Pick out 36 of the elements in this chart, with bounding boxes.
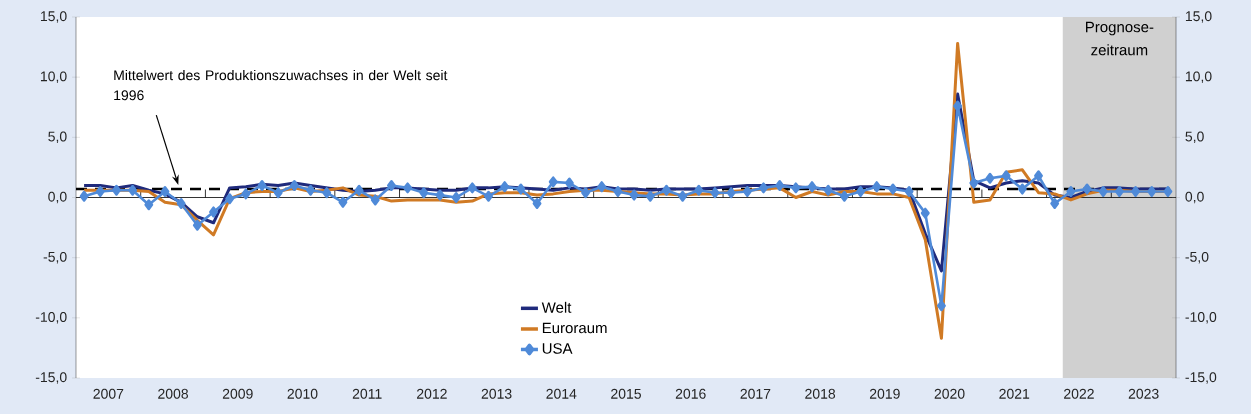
y2-tick-label: 15,0 — [1185, 11, 1212, 23]
x-tick-label: 2013 — [481, 388, 512, 399]
x-tick-label: 2023 — [1128, 388, 1159, 399]
y2-tick-label: -10,0 — [1185, 312, 1217, 324]
x-tick-label: 2010 — [287, 388, 318, 399]
y2-tick-label: 10,0 — [1185, 71, 1212, 83]
legend-label: Welt — [541, 301, 572, 313]
x-tick-label: 2018 — [805, 388, 836, 399]
x-tick-label: 2014 — [546, 388, 577, 399]
y2-tick-label: -5,0 — [1185, 251, 1209, 264]
x-tick-label: 2012 — [417, 388, 447, 399]
annotation: Mittelwert des Produktionszuwachses in der Welt seit 1996 — [114, 69, 448, 101]
y-tick-label: 15,0 — [40, 11, 67, 23]
x-tick-label: 2011 — [352, 388, 382, 399]
y-tick-label: -15,0 — [35, 372, 67, 384]
y2-tick-label: 5,0 — [1185, 131, 1204, 144]
x-tick-label: 2022 — [1064, 388, 1094, 399]
x-tick-label: 2016 — [675, 388, 706, 399]
x-tick-label: 2009 — [222, 388, 253, 399]
y-tick-label: 10,0 — [40, 71, 67, 83]
y-tick-label: -10,0 — [35, 312, 67, 324]
y-tick-label: 0,0 — [48, 191, 67, 204]
y2-tick-label: 0,0 — [1185, 191, 1204, 204]
x-tick-label: 2008 — [158, 388, 189, 399]
x-tick-label: 2007 — [93, 388, 124, 399]
legend-label: Euroraum — [542, 322, 607, 334]
x-tick-label: 2017 — [740, 388, 771, 399]
legend-label: USA — [542, 343, 573, 354]
y2-tick-label: -15,0 — [1185, 372, 1217, 384]
band-label: Prognose-zeitraum — [1086, 21, 1154, 56]
x-tick-label: 2020 — [934, 388, 965, 399]
y-tick-label: 5,0 — [48, 131, 67, 144]
x-tick-label: 2021 — [999, 388, 1030, 399]
x-tick-label: 2019 — [869, 388, 900, 399]
y-tick-label: -5,0 — [43, 251, 67, 264]
x-tick-label: 2015 — [611, 388, 641, 399]
